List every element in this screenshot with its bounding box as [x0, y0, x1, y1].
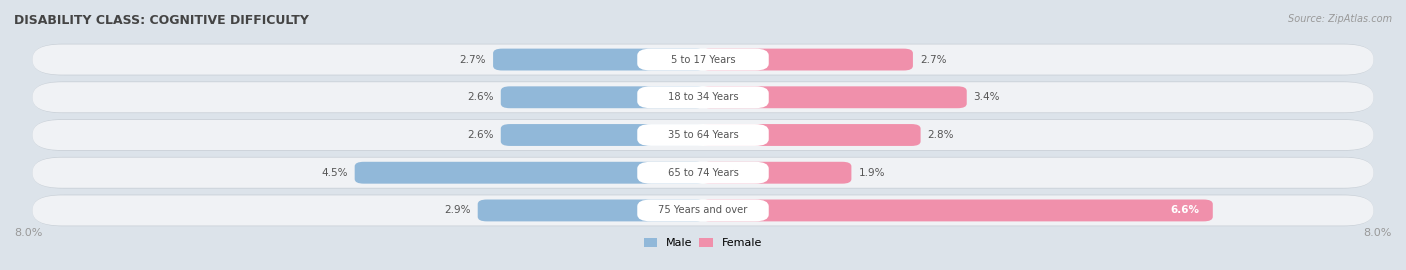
FancyBboxPatch shape: [32, 119, 1374, 151]
Text: 2.9%: 2.9%: [444, 205, 471, 215]
Text: 2.6%: 2.6%: [467, 130, 494, 140]
Legend: Male, Female: Male, Female: [644, 238, 762, 248]
FancyBboxPatch shape: [700, 200, 1213, 221]
FancyBboxPatch shape: [494, 49, 706, 70]
FancyBboxPatch shape: [32, 195, 1374, 225]
Text: 4.5%: 4.5%: [321, 168, 347, 178]
FancyBboxPatch shape: [700, 124, 921, 146]
Text: Source: ZipAtlas.com: Source: ZipAtlas.com: [1288, 14, 1392, 23]
Text: 2.7%: 2.7%: [460, 55, 486, 65]
Text: 8.0%: 8.0%: [14, 228, 42, 238]
FancyBboxPatch shape: [32, 82, 1374, 112]
Text: 65 to 74 Years: 65 to 74 Years: [668, 168, 738, 178]
FancyBboxPatch shape: [501, 86, 706, 108]
Text: 2.7%: 2.7%: [920, 55, 946, 65]
FancyBboxPatch shape: [32, 195, 1374, 226]
FancyBboxPatch shape: [700, 49, 912, 70]
Text: 5 to 17 Years: 5 to 17 Years: [671, 55, 735, 65]
Text: 6.6%: 6.6%: [1170, 205, 1199, 215]
FancyBboxPatch shape: [32, 82, 1374, 113]
FancyBboxPatch shape: [637, 86, 769, 108]
FancyBboxPatch shape: [501, 124, 706, 146]
FancyBboxPatch shape: [637, 124, 769, 146]
FancyBboxPatch shape: [32, 45, 1374, 75]
Text: 18 to 34 Years: 18 to 34 Years: [668, 92, 738, 102]
Text: 75 Years and over: 75 Years and over: [658, 205, 748, 215]
FancyBboxPatch shape: [32, 157, 1374, 188]
FancyBboxPatch shape: [354, 162, 706, 184]
Text: 35 to 64 Years: 35 to 64 Years: [668, 130, 738, 140]
Text: 3.4%: 3.4%: [973, 92, 1000, 102]
Text: 1.9%: 1.9%: [858, 168, 884, 178]
Text: 2.6%: 2.6%: [467, 92, 494, 102]
Text: 8.0%: 8.0%: [1364, 228, 1392, 238]
FancyBboxPatch shape: [700, 162, 852, 184]
Text: DISABILITY CLASS: COGNITIVE DIFFICULTY: DISABILITY CLASS: COGNITIVE DIFFICULTY: [14, 14, 309, 26]
FancyBboxPatch shape: [32, 158, 1374, 188]
FancyBboxPatch shape: [637, 162, 769, 184]
FancyBboxPatch shape: [700, 86, 967, 108]
Text: 2.8%: 2.8%: [928, 130, 955, 140]
FancyBboxPatch shape: [637, 49, 769, 70]
FancyBboxPatch shape: [478, 200, 706, 221]
FancyBboxPatch shape: [32, 120, 1374, 150]
FancyBboxPatch shape: [32, 44, 1374, 75]
FancyBboxPatch shape: [637, 200, 769, 221]
